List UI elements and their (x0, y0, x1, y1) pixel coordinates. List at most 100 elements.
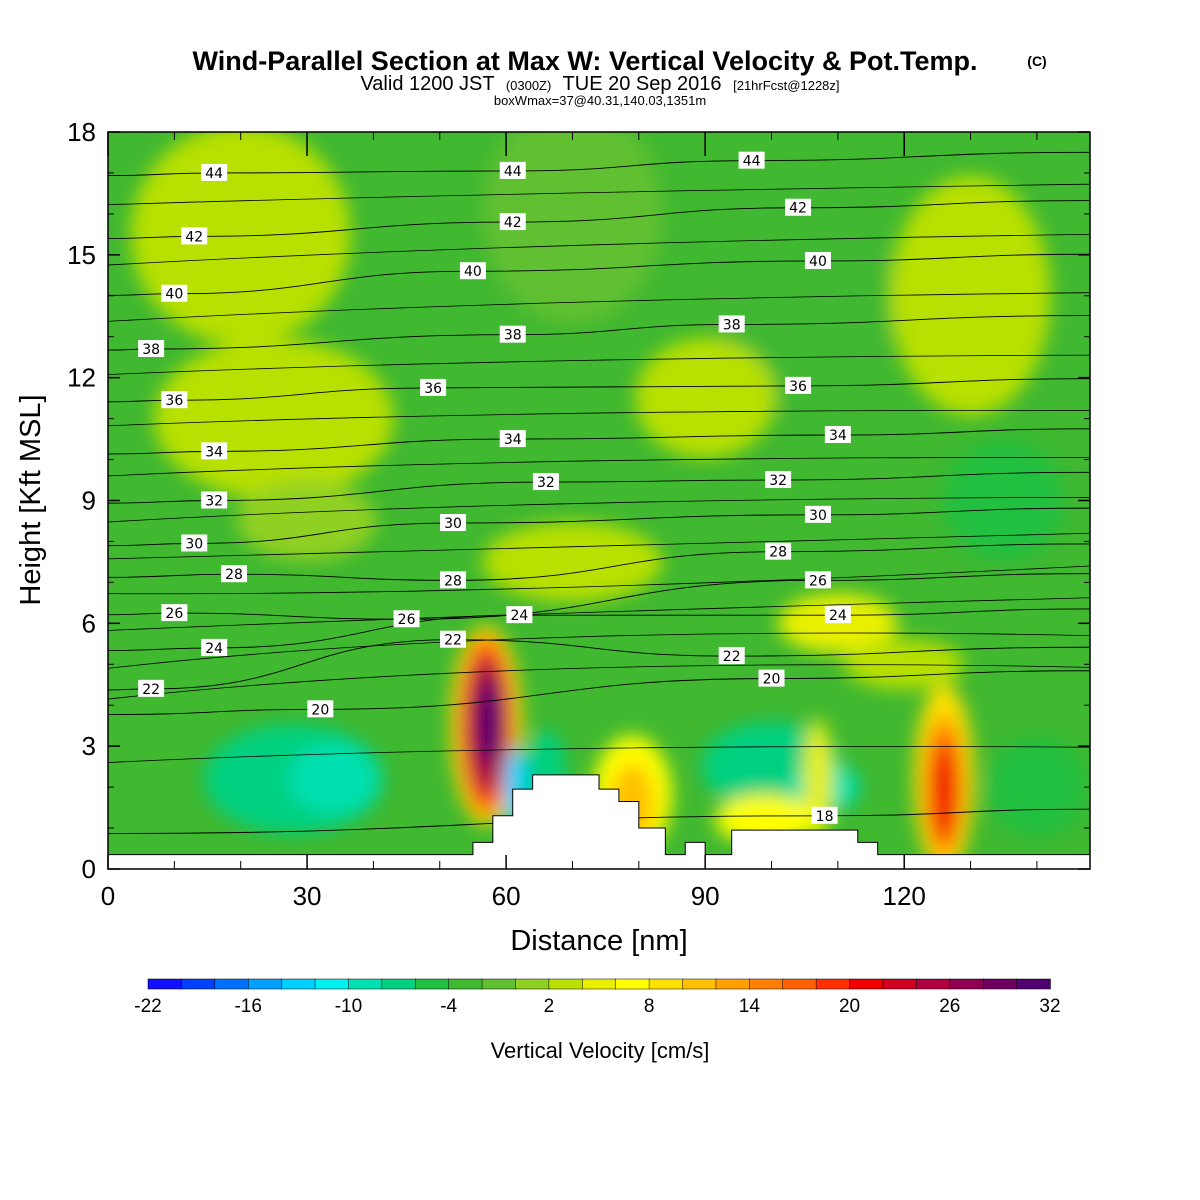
x-tick-label: 90 (691, 881, 720, 911)
theta-label: 34 (499, 430, 526, 448)
theta-contour (108, 457, 1090, 477)
theta-label: 38 (718, 315, 745, 333)
valid-utc: (0300Z) (506, 78, 552, 93)
colorbar-swatch (882, 978, 918, 990)
colorbar-tick-label: 2 (544, 996, 555, 1017)
svg-text:30: 30 (185, 536, 203, 552)
svg-text:44: 44 (205, 166, 223, 182)
vv-region (153, 338, 394, 499)
theta-label: 40 (459, 262, 486, 280)
y-tick-label: 6 (82, 608, 96, 638)
colorbar-swatch (281, 978, 316, 990)
svg-text:44: 44 (504, 164, 522, 180)
colorbar-swatch (147, 978, 183, 990)
colorbar-tick-label: -10 (335, 996, 362, 1017)
potential-temperature-labels: 44 44 44 42 42 42 40 40 40 38 38 38 36 36 36 34 34 34 32 32… (138, 151, 851, 825)
theta-label: 44 (201, 163, 228, 182)
svg-text:34: 34 (205, 444, 223, 460)
colorbar-swatch (715, 978, 751, 990)
svg-text:38: 38 (142, 342, 160, 358)
y-tick-label: 12 (67, 363, 96, 393)
copyright-mark: (C) (1027, 53, 1046, 69)
theta-label: 26 (161, 604, 188, 622)
vv-region (482, 132, 663, 324)
theta-contour (108, 233, 1090, 266)
svg-text:20: 20 (311, 702, 329, 718)
colorbar-tick-label: 32 (1039, 996, 1060, 1017)
svg-text:32: 32 (537, 475, 555, 491)
plot-area: 44 44 44 42 42 42 40 40 40 38 38 38 36 36 36 34 34 34 32 32… (108, 132, 1090, 869)
svg-text:34: 34 (504, 432, 522, 448)
theta-contour (108, 597, 1090, 631)
theta-contour (108, 746, 1090, 763)
theta-label: 44 (499, 161, 526, 180)
theta-contour (108, 315, 1090, 351)
colorbar-swatch (615, 978, 650, 990)
potential-temperature-contours (108, 151, 1090, 834)
theta-contour (108, 183, 1090, 206)
vv-region (288, 743, 379, 814)
svg-text:36: 36 (165, 393, 183, 409)
colorbar-swatch (448, 978, 483, 990)
theta-contour (108, 664, 1090, 700)
valid-prefix: Valid 1200 JST (360, 73, 494, 95)
y-tick-label: 9 (82, 486, 96, 516)
theta-label: 24 (506, 606, 533, 624)
theta-label: 20 (758, 669, 785, 688)
theta-label: 42 (181, 227, 208, 245)
theta-contour (108, 409, 1090, 427)
theta-label: 22 (138, 679, 165, 698)
box-info: boxWmax=37@40.31,140.03,1351m (494, 93, 706, 108)
x-tick-label: 120 (883, 881, 926, 911)
colorbar-swatch (481, 978, 517, 990)
x-axis-label: Distance [nm] (510, 925, 687, 957)
theta-contour (108, 670, 1090, 716)
y-tick-label: 15 (67, 240, 96, 270)
vv-region (635, 338, 776, 459)
colorbar-swatch (682, 978, 717, 990)
theta-label: 32 (765, 471, 792, 489)
svg-text:22: 22 (723, 649, 741, 665)
svg-text:28: 28 (225, 567, 243, 583)
theta-label: 34 (201, 442, 228, 460)
theta-label: 18 (811, 806, 838, 825)
svg-text:24: 24 (829, 608, 847, 624)
svg-text:42: 42 (185, 229, 203, 245)
svg-text:18: 18 (816, 809, 834, 825)
svg-text:38: 38 (504, 328, 522, 344)
colorbar: -22 -16 -10 -4 2 8 14 20 26 32 (134, 978, 1061, 1017)
colorbar-tick-label: -22 (134, 996, 161, 1017)
colorbar-tick-label: -4 (440, 996, 457, 1017)
colorbar-swatch (381, 978, 417, 990)
theta-label: 44 (738, 151, 765, 170)
colorbar-tick-label: 14 (739, 996, 761, 1017)
vv-region (986, 737, 1087, 838)
y-tick-label: 18 (67, 117, 96, 147)
colorbar-swatch (648, 978, 684, 990)
colorbar-swatch (749, 978, 784, 990)
svg-text:42: 42 (789, 201, 807, 217)
x-tick-label: 0 (101, 881, 115, 911)
theta-contour (108, 808, 1090, 834)
svg-text:40: 40 (464, 264, 482, 280)
colorbar-swatch (515, 978, 550, 990)
svg-text:36: 36 (789, 379, 807, 395)
svg-text:40: 40 (809, 254, 827, 270)
svg-text:30: 30 (809, 508, 827, 524)
svg-text:28: 28 (769, 545, 787, 561)
colorbar-swatch (548, 978, 584, 990)
theta-label: 20 (307, 700, 334, 718)
theta-label: 28 (765, 542, 792, 561)
theta-label: 28 (440, 571, 467, 589)
svg-text:30: 30 (444, 516, 462, 532)
svg-text:44: 44 (743, 154, 761, 170)
theta-label: 24 (824, 606, 851, 624)
theta-label: 40 (804, 251, 831, 270)
colorbar-tick-label: 8 (644, 996, 655, 1017)
theta-label: 32 (201, 491, 228, 510)
colorbar-swatch (849, 978, 884, 990)
theta-label: 22 (718, 647, 745, 665)
theta-label: 30 (181, 534, 208, 552)
theta-label: 26 (804, 571, 831, 589)
